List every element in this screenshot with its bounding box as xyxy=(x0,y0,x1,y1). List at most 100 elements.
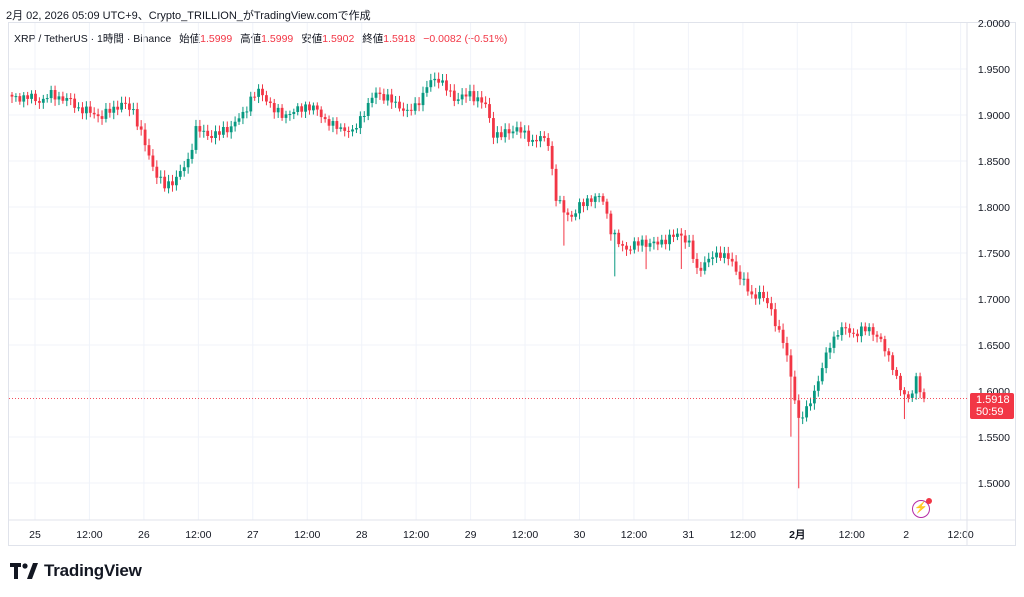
candle-body xyxy=(272,102,276,113)
candle-body xyxy=(844,327,848,329)
candle-body xyxy=(793,376,797,401)
candle-body xyxy=(550,145,554,169)
candle-body xyxy=(746,278,750,292)
candle-body xyxy=(198,126,202,132)
candle-body xyxy=(308,104,311,111)
candle-body xyxy=(155,166,159,178)
candle-body xyxy=(480,97,484,103)
candle-body xyxy=(574,213,578,217)
candle-body xyxy=(398,101,401,109)
candle-body xyxy=(672,234,675,237)
candle-body xyxy=(433,78,437,81)
ohlc-legend: XRP / TetherUS · 1時間 · Binance 始値1.5999 … xyxy=(14,31,507,46)
candle-body xyxy=(194,126,198,150)
candle-body xyxy=(65,98,69,101)
candle-body xyxy=(535,139,538,142)
candle-body xyxy=(151,155,155,167)
candle-body xyxy=(253,96,257,98)
candle-body xyxy=(891,355,895,370)
candle-body xyxy=(867,327,871,332)
y-tick-label: 1.6500 xyxy=(978,340,1010,352)
candle-body xyxy=(280,107,284,118)
candle-body xyxy=(448,90,452,92)
candle-body xyxy=(922,392,926,399)
candle-body xyxy=(585,198,589,207)
candle-body xyxy=(57,96,61,100)
x-tick-label: 12:00 xyxy=(185,529,211,541)
candle-body xyxy=(245,111,249,113)
candle-body xyxy=(539,136,542,142)
symbol-label[interactable]: XRP / TetherUS · 1時間 · Binance xyxy=(14,33,172,45)
candle-body xyxy=(589,198,593,202)
x-tick-label: 26 xyxy=(138,529,150,541)
candle-body xyxy=(351,129,354,132)
candle-body xyxy=(640,239,644,246)
candle-body xyxy=(249,96,253,112)
candle-body xyxy=(100,116,104,119)
candle-body xyxy=(656,241,660,245)
candle-body xyxy=(390,94,394,103)
candle-body xyxy=(284,114,288,118)
candle-body xyxy=(261,88,264,96)
candle-body xyxy=(456,99,460,101)
candle-body xyxy=(441,80,444,83)
candle-body xyxy=(120,102,123,110)
candle-body xyxy=(315,105,319,110)
candle-body xyxy=(468,91,472,97)
candle-body xyxy=(629,249,632,251)
candle-body xyxy=(856,333,859,337)
candle-body xyxy=(875,334,879,337)
candle-body xyxy=(88,106,92,113)
change-value: −0.0082 (−0.51%) xyxy=(423,33,508,45)
y-tick-label: 1.5500 xyxy=(978,432,1010,444)
candle-body xyxy=(777,326,781,330)
candle-body xyxy=(887,351,891,356)
open-label: 始値 xyxy=(179,33,201,45)
candle-body xyxy=(906,394,910,398)
candle-body xyxy=(703,262,707,271)
tradingview-logo-text: TradingView xyxy=(44,561,142,580)
candle-body xyxy=(171,181,174,186)
candle-body xyxy=(343,127,347,131)
chart-caption: 2月 02, 2026 05:09 UTC+9、Crypto_TRILLION_… xyxy=(6,10,371,22)
candle-body xyxy=(49,90,53,99)
candle-body xyxy=(174,176,178,186)
candle-body xyxy=(452,90,456,101)
candle-body xyxy=(578,202,581,214)
candle-body xyxy=(84,106,88,114)
x-tick-label: 12:00 xyxy=(76,529,102,541)
candle-body xyxy=(276,107,280,113)
candle-body xyxy=(304,104,307,112)
candle-body xyxy=(707,258,711,263)
candle-body xyxy=(507,129,511,134)
candle-body xyxy=(785,342,789,356)
candle-body xyxy=(319,109,323,118)
candle-body xyxy=(355,128,358,130)
candle-body xyxy=(828,347,832,353)
candle-body xyxy=(394,101,397,103)
candle-body xyxy=(472,91,476,102)
candle-body xyxy=(609,213,613,235)
candle-body xyxy=(311,105,315,111)
candle-body xyxy=(69,98,73,100)
tradingview-logo[interactable]: TradingView xyxy=(10,561,142,581)
candle-body xyxy=(22,95,26,102)
candle-body xyxy=(210,135,214,138)
candle-body xyxy=(914,376,918,394)
low-label: 安値 xyxy=(301,33,323,45)
candle-body xyxy=(660,239,664,245)
x-tick-label: 12:00 xyxy=(621,529,647,541)
candle-body xyxy=(769,303,773,310)
flash-icon[interactable]: ⚡ xyxy=(912,498,932,518)
candle-body xyxy=(824,352,828,369)
candle-body xyxy=(26,95,30,99)
candle-body xyxy=(601,196,605,202)
candle-body xyxy=(159,176,163,178)
candle-body xyxy=(292,111,296,115)
candle-body xyxy=(61,96,65,101)
candle-body xyxy=(45,98,49,100)
candle-body xyxy=(832,336,836,348)
candle-body xyxy=(178,171,182,177)
candle-body xyxy=(73,98,77,108)
